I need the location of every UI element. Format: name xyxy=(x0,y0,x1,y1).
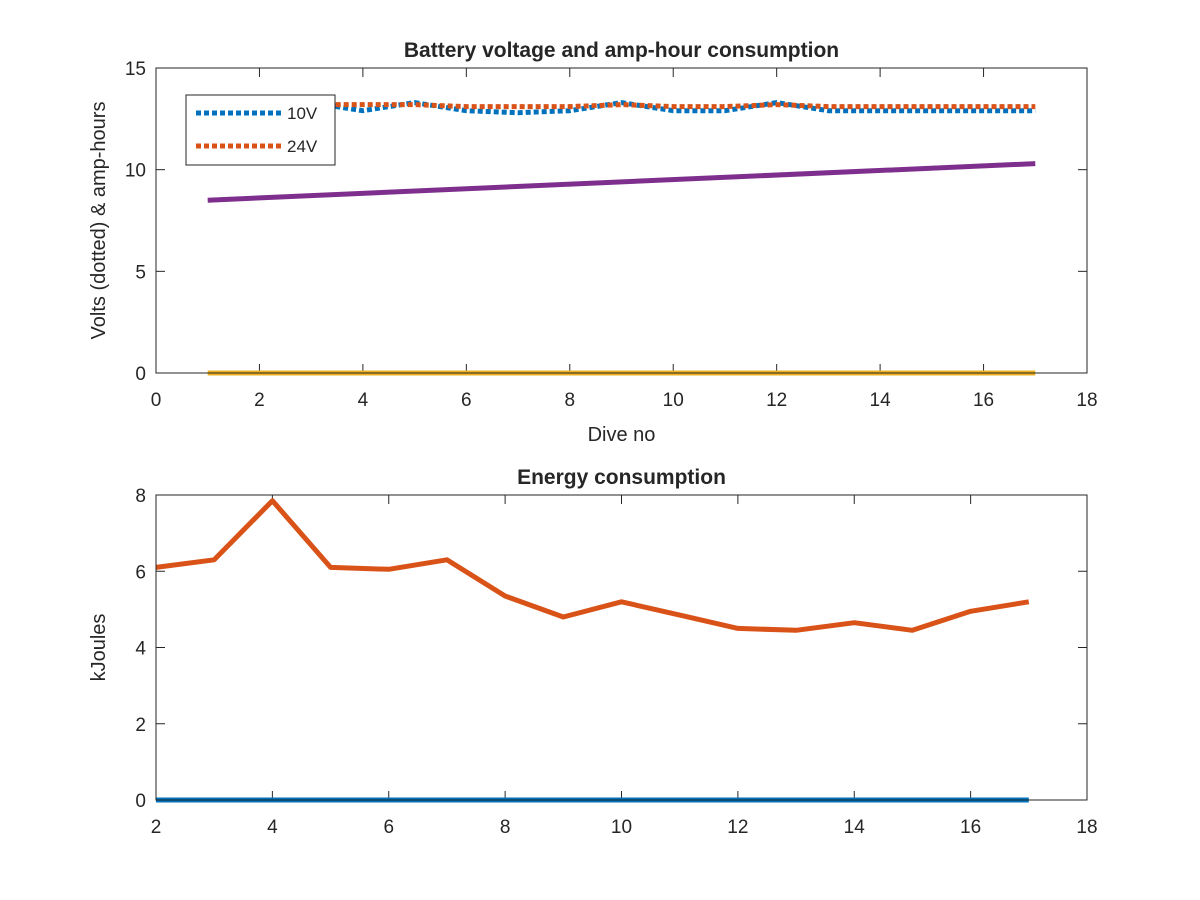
plot-frame xyxy=(155,67,1088,374)
legend: 10V 24V xyxy=(185,94,336,166)
y-tick-label: 4 xyxy=(135,639,146,660)
y-tick-label: 5 xyxy=(135,262,146,283)
energy-consumption-chart: Energy consumption kJoules 2 4 6 8 10 12 14 16 1… xyxy=(88,466,1098,838)
x-tick-label: 12 xyxy=(766,390,787,411)
y-tick-label: 15 xyxy=(125,59,146,80)
x-tick-label: 4 xyxy=(267,817,278,838)
chart-title: Energy consumption xyxy=(517,466,726,489)
y-tick-label: 6 xyxy=(135,562,146,583)
chart-title: Battery voltage and amp-hour consumption xyxy=(404,39,839,62)
x-tick-label: 2 xyxy=(151,817,162,838)
x-tick-label: 4 xyxy=(358,390,369,411)
legend-box xyxy=(185,94,336,166)
series-line-1 xyxy=(207,102,1036,110)
y-tick-label: 0 xyxy=(135,364,146,385)
x-axis-label: Dive no xyxy=(588,424,656,446)
x-tick-label: 16 xyxy=(960,817,981,838)
series-line-0 xyxy=(207,100,1036,116)
y-tick-label: 2 xyxy=(135,715,146,736)
x-tick-label: 6 xyxy=(461,390,472,411)
x-tick-label: 14 xyxy=(844,817,866,838)
series-group xyxy=(155,498,1030,803)
series-line-3 xyxy=(207,161,1036,203)
y-axis-label: Volts (dotted) & amp-hours xyxy=(88,102,110,340)
x-tick-label: 0 xyxy=(151,390,162,411)
y-axis-label: kJoules xyxy=(88,614,110,682)
x-tick-label: 12 xyxy=(727,817,748,838)
x-tick-label: 18 xyxy=(1076,390,1097,411)
x-tick-label: 18 xyxy=(1076,817,1097,838)
y-tick-label: 8 xyxy=(135,486,146,507)
battery-voltage-chart: Battery voltage and amp-hour consumption… xyxy=(88,39,1098,446)
x-tick-label: 6 xyxy=(383,817,394,838)
legend-label-24v: 24V xyxy=(287,137,318,156)
x-tick-label: 2 xyxy=(254,390,265,411)
x-tick-label: 14 xyxy=(870,390,892,411)
y-tick-label: 0 xyxy=(135,791,146,812)
plot-frame xyxy=(155,494,1088,801)
series-line-1 xyxy=(155,498,1030,633)
x-tick-label: 8 xyxy=(564,390,575,411)
x-tick-label: 10 xyxy=(663,390,684,411)
y-tick-label: 10 xyxy=(125,161,146,182)
x-tick-label: 10 xyxy=(611,817,632,838)
x-tick-label: 8 xyxy=(500,817,511,838)
legend-label-10v: 10V xyxy=(287,104,318,123)
x-tick-label: 16 xyxy=(973,390,994,411)
